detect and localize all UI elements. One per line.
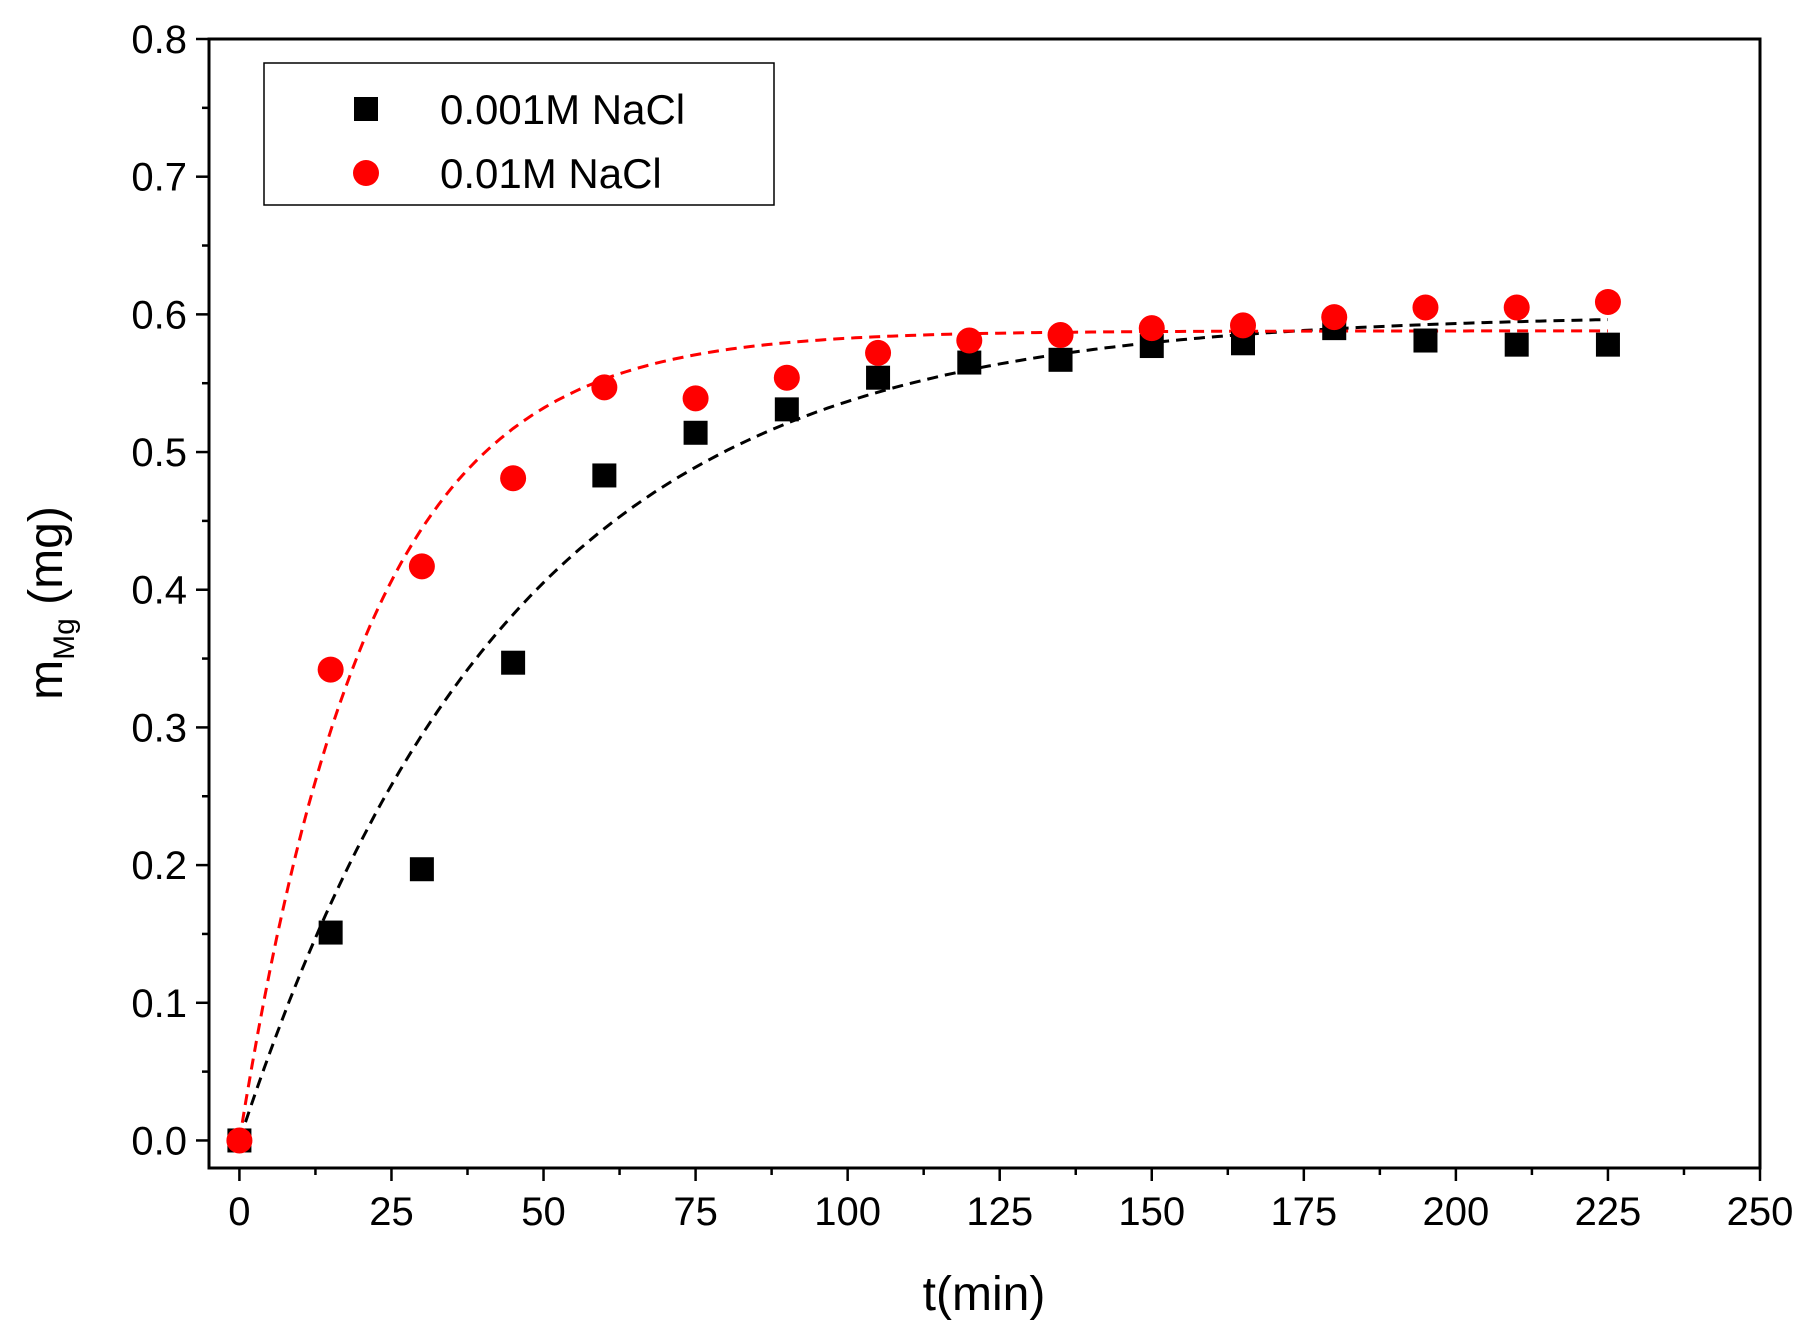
data-point-circle: [1321, 304, 1348, 331]
fit-curve-series-0: [244, 318, 1608, 1123]
y-tick-label: 0.3: [131, 706, 187, 750]
data-point-square: [866, 365, 891, 390]
data-point-square: [318, 920, 343, 945]
legend-label-001m: 0.01M NaCl: [440, 150, 662, 197]
legend-box: [263, 62, 775, 206]
data-point-square: [1595, 332, 1620, 357]
data-point-circle: [1594, 288, 1621, 315]
fit-curve-series-1: [237, 329, 1608, 1141]
data-point-circle: [1412, 294, 1439, 321]
x-tick-label: 100: [814, 1190, 881, 1234]
x-tick-label: 0: [228, 1190, 250, 1234]
x-tick-label: 50: [521, 1190, 566, 1234]
data-point-circle: [865, 339, 892, 366]
x-tick-label: 225: [1575, 1190, 1642, 1234]
data-point-square: [1504, 332, 1529, 357]
data-point-square: [774, 397, 799, 422]
data-point-circle: [1230, 312, 1256, 339]
legend-marker-circle: [353, 160, 379, 186]
data-point-circle: [317, 656, 344, 683]
x-tick-label: 75: [673, 1190, 718, 1234]
legend-label-0001m: 0.001M NaCl: [440, 86, 685, 133]
x-axis-title: t(min): [923, 1268, 1046, 1321]
y-tick-label: 0.8: [131, 18, 187, 62]
x-tick-label: 175: [1270, 1190, 1337, 1234]
x-tick-label: 25: [369, 1190, 414, 1234]
legend: 0.001M NaCl 0.01M NaCl: [263, 62, 775, 206]
data-point-circle: [500, 465, 527, 492]
y-tick-label: 0.1: [131, 982, 187, 1026]
fit-curves: [237, 318, 1608, 1141]
data-point-square: [683, 420, 708, 445]
x-tick-label: 150: [1118, 1190, 1185, 1234]
data-point-circle: [956, 327, 983, 354]
y-tick-label: 0.6: [131, 293, 187, 337]
legend-marker-square: [354, 97, 378, 121]
data-point-circle: [591, 374, 618, 401]
data-point-circle: [682, 385, 709, 412]
data-point-square: [957, 350, 982, 375]
data-point-square: [1413, 328, 1438, 353]
data-point-circle: [408, 553, 435, 580]
y-axis-title-main: m: [20, 660, 73, 700]
data-points: [226, 288, 1621, 1154]
y-tick-label: 0.4: [131, 569, 187, 613]
y-tick-label: 0.2: [131, 844, 187, 888]
data-point-square: [592, 463, 617, 488]
y-axis-title: mMg (mg): [20, 506, 81, 700]
y-tick-label: 0.5: [131, 431, 187, 475]
y-axis-title-unit: (mg): [20, 506, 73, 618]
data-point-circle: [1503, 294, 1530, 321]
y-tick-label: 0.7: [131, 156, 187, 200]
axis-ticks: 0 25 50 75 100 125 150 175 200 225 250 0.0 0.1 0.2 0.3…: [131, 18, 1793, 1234]
data-point-circle: [1047, 322, 1074, 349]
y-axis-title-subscript: Mg: [48, 618, 81, 660]
data-point-circle: [773, 364, 800, 391]
data-point-square: [501, 650, 526, 675]
y-tick-label: 0.0: [131, 1119, 187, 1163]
plot-frame: [207, 37, 1762, 1170]
data-point-circle: [226, 1127, 253, 1154]
data-point-square: [1048, 347, 1073, 372]
data-point-square: [409, 857, 434, 882]
x-tick-label: 200: [1423, 1190, 1490, 1234]
x-tick-label: 250: [1727, 1190, 1794, 1234]
data-point-circle: [1138, 315, 1165, 342]
x-tick-label: 125: [966, 1190, 1033, 1234]
